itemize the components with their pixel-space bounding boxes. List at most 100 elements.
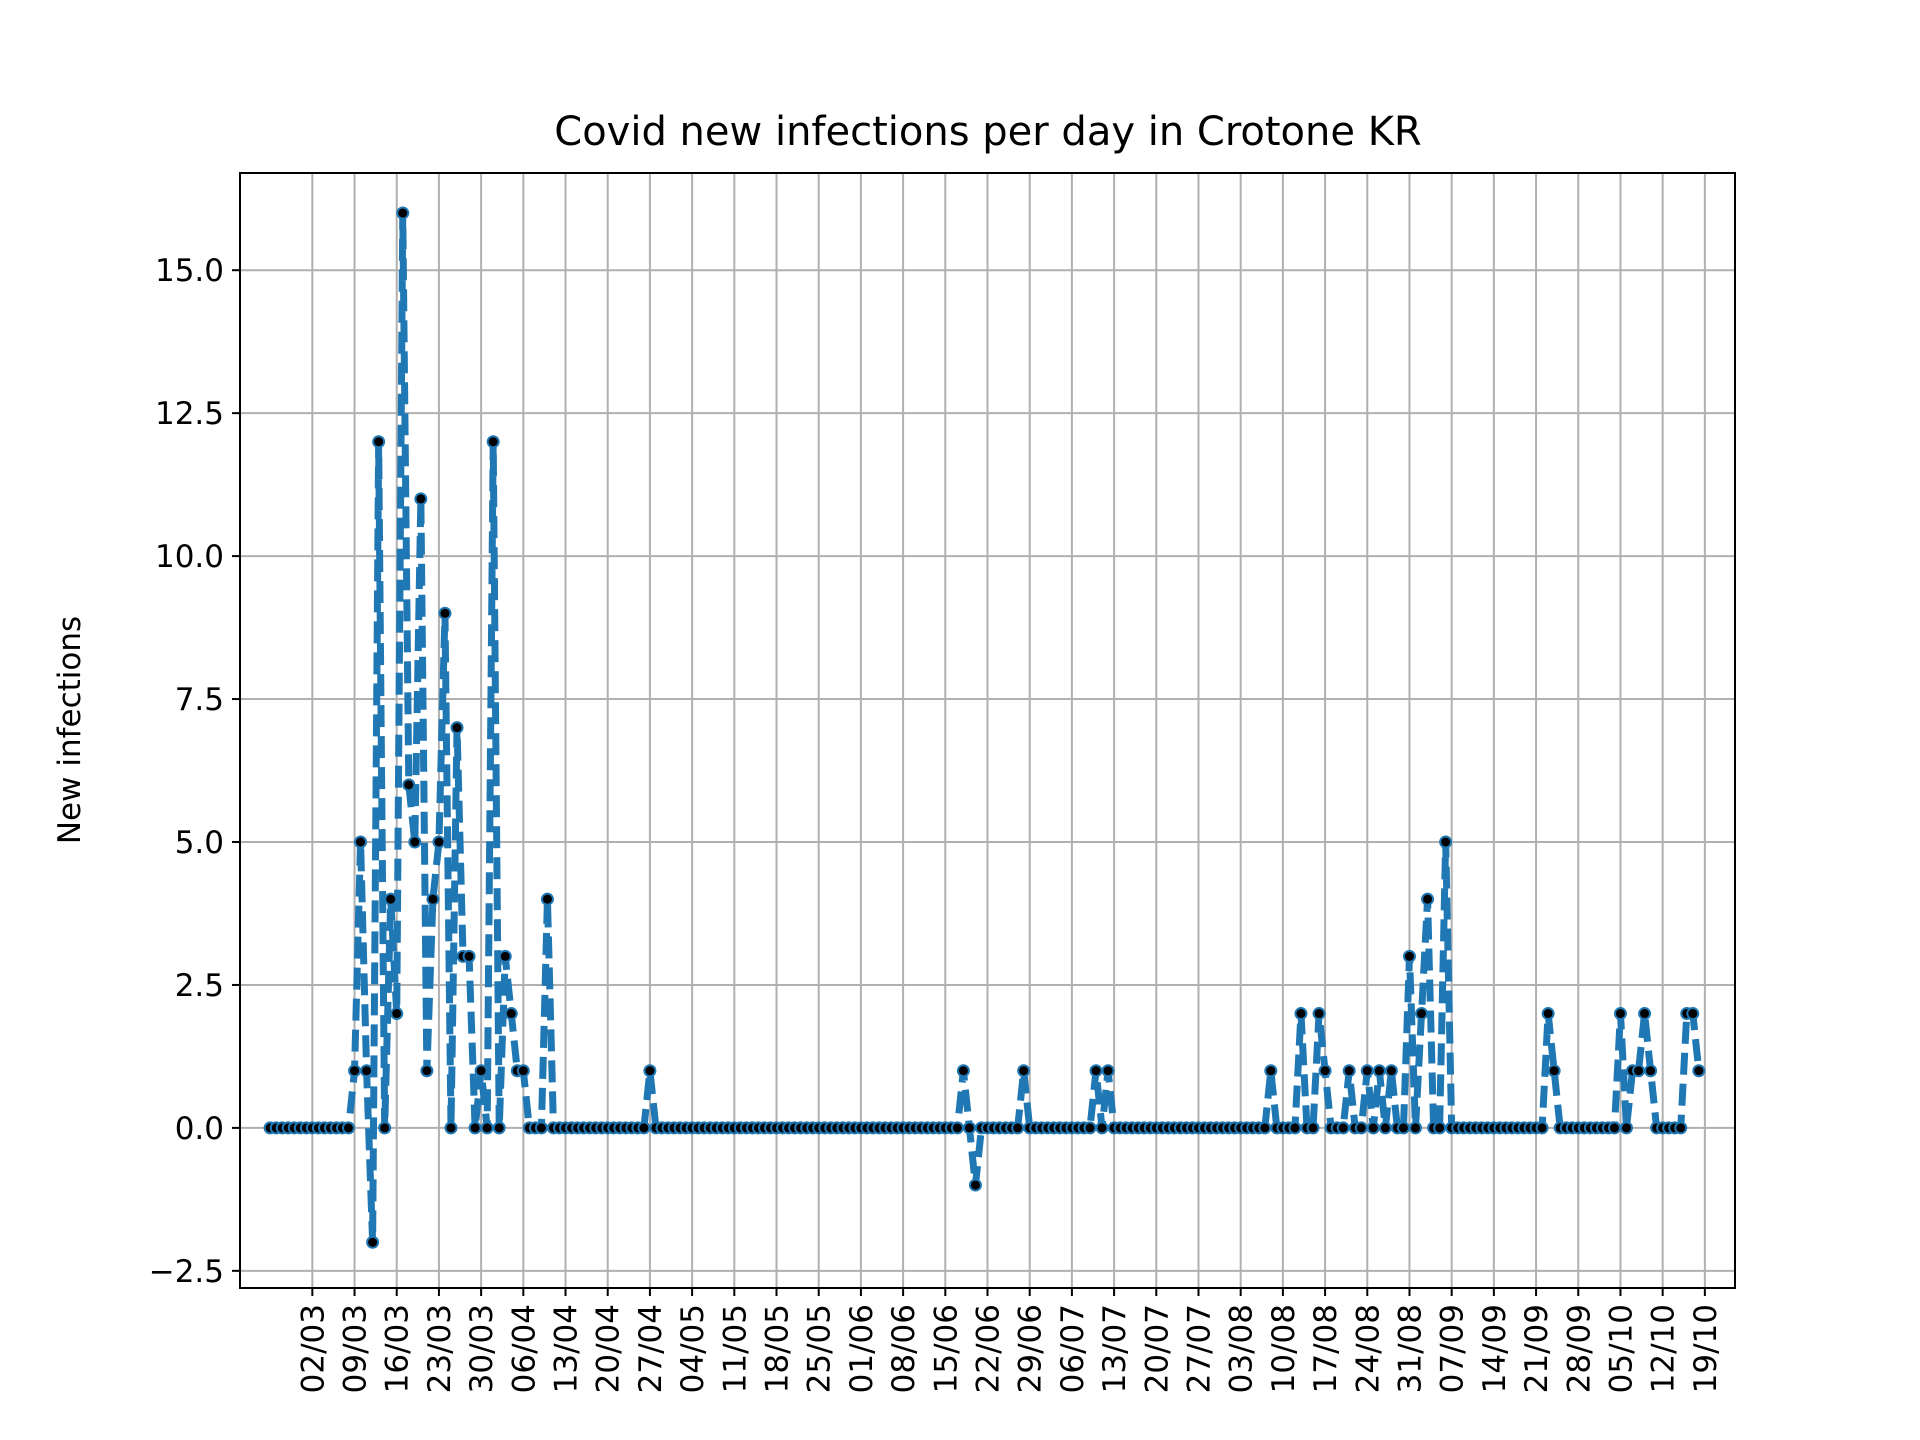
data-point (1366, 1121, 1380, 1135)
x-tick-label: 01/06 (844, 1304, 880, 1393)
x-tick-label: 08/06 (886, 1304, 922, 1393)
data-point (492, 1121, 506, 1135)
data-point (950, 1121, 964, 1135)
x-tick-label: 19/10 (1688, 1304, 1724, 1393)
data-point (360, 1064, 374, 1078)
data-point (1017, 1064, 1031, 1078)
x-tick-label: 11/05 (717, 1304, 753, 1393)
data-point (366, 1235, 380, 1249)
x-tick-label: 27/04 (633, 1304, 669, 1393)
x-tick-label: 23/03 (422, 1304, 458, 1393)
data-point (1384, 1064, 1398, 1078)
y-tick-label: 2.5 (175, 968, 224, 1004)
x-tick-label: 29/06 (1013, 1304, 1049, 1393)
x-tick-label: 03/08 (1224, 1304, 1260, 1393)
data-point (968, 1178, 982, 1192)
x-tick-label: 20/07 (1139, 1304, 1175, 1393)
data-point (1294, 1007, 1308, 1021)
data-point (1318, 1064, 1332, 1078)
data-point (1541, 1007, 1555, 1021)
data-point (1547, 1064, 1561, 1078)
x-tick-label: 05/10 (1603, 1304, 1639, 1393)
data-point (1415, 1007, 1429, 1021)
y-tick-label: 10.0 (155, 539, 224, 575)
data-point (1312, 1007, 1326, 1021)
x-tick-label: 30/03 (464, 1304, 500, 1393)
y-axis-label: New infections (52, 616, 88, 844)
data-point (1089, 1064, 1103, 1078)
x-tick-label: 27/07 (1181, 1304, 1217, 1393)
data-point (348, 1064, 362, 1078)
data-point (504, 1007, 518, 1021)
data-point (1619, 1121, 1633, 1135)
data-point (1011, 1121, 1025, 1135)
data-point (1402, 949, 1416, 963)
data-point (1396, 1121, 1410, 1135)
data-point (444, 1121, 458, 1135)
data-point (342, 1121, 356, 1135)
chart-title: Covid new infections per day in Crotone … (554, 109, 1421, 155)
data-point (540, 892, 554, 906)
data-point (962, 1121, 976, 1135)
x-tick-label: 02/03 (295, 1304, 331, 1393)
data-point (1686, 1007, 1700, 1021)
data-point (378, 1121, 392, 1135)
data-point (1674, 1121, 1688, 1135)
data-point (1632, 1064, 1646, 1078)
x-tick-label: 06/07 (1055, 1304, 1091, 1393)
data-point (1095, 1121, 1109, 1135)
x-tick-label: 28/09 (1561, 1304, 1597, 1393)
x-tick-label: 17/08 (1308, 1304, 1344, 1393)
data-point (390, 1007, 404, 1021)
data-point (1306, 1121, 1320, 1135)
data-point (408, 835, 422, 849)
data-point (498, 949, 512, 963)
x-tick-label: 24/08 (1350, 1304, 1386, 1393)
x-tick-label: 31/08 (1392, 1304, 1428, 1393)
data-point (1613, 1007, 1627, 1021)
data-point (462, 949, 476, 963)
y-axis: −2.5 0.0 2.5 5.0 7.5 10.0 12.5 15.0 (149, 253, 240, 1290)
data-point (1692, 1064, 1706, 1078)
y-tick-label: 15.0 (155, 253, 224, 289)
data-point (486, 435, 500, 449)
x-tick-label: 20/04 (591, 1304, 627, 1393)
y-tick-label: 12.5 (155, 396, 224, 432)
data-point (1409, 1121, 1423, 1135)
data-point (1421, 892, 1435, 906)
x-tick-label: 07/09 (1435, 1304, 1471, 1393)
data-point (1360, 1064, 1374, 1078)
x-tick-label: 12/10 (1646, 1304, 1682, 1393)
y-tick-label: 0.0 (175, 1111, 224, 1147)
x-tick-label: 09/03 (338, 1304, 374, 1393)
data-point (637, 1121, 651, 1135)
data-point (1439, 835, 1453, 849)
data-point (1638, 1007, 1652, 1021)
data-point (402, 778, 416, 792)
data-point (474, 1064, 488, 1078)
data-point (1607, 1121, 1621, 1135)
data-point (516, 1064, 530, 1078)
data-point (1083, 1121, 1097, 1135)
x-tick-label: 10/08 (1266, 1304, 1302, 1393)
x-tick-label: 06/04 (506, 1304, 542, 1393)
data-point (643, 1064, 657, 1078)
y-tick-label: −2.5 (149, 1254, 224, 1290)
x-tick-label: 14/09 (1477, 1304, 1513, 1393)
x-tick-label: 13/07 (1097, 1304, 1133, 1393)
data-point (468, 1121, 482, 1135)
data-point (426, 892, 440, 906)
data-point (1378, 1121, 1392, 1135)
data-point (1433, 1121, 1447, 1135)
x-tick-label: 15/06 (928, 1304, 964, 1393)
data-point (956, 1064, 970, 1078)
data-point (354, 835, 368, 849)
data-point (414, 492, 428, 506)
x-tick-label: 25/05 (802, 1304, 838, 1393)
data-point (1336, 1121, 1350, 1135)
data-point (1288, 1121, 1302, 1135)
markers-group (263, 206, 1706, 1249)
data-point (1264, 1064, 1278, 1078)
